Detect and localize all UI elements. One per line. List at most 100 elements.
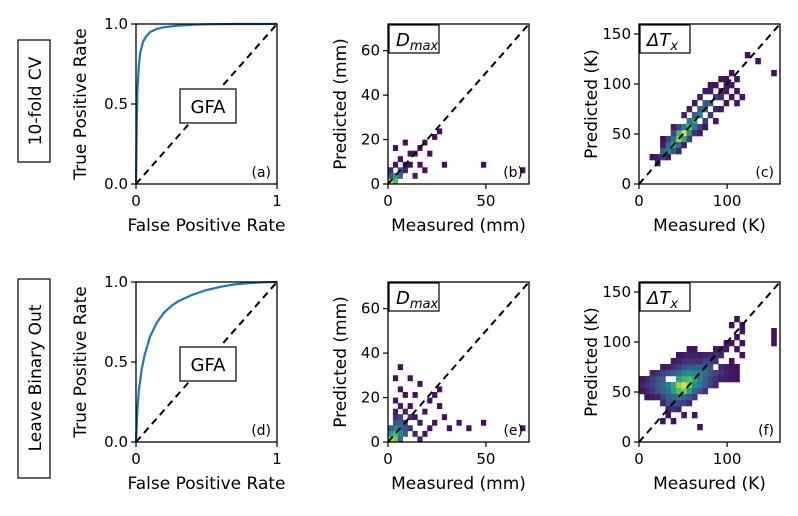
heatmap-cell bbox=[691, 352, 698, 359]
heatmap-cell bbox=[660, 364, 666, 371]
heatmap-cell bbox=[417, 436, 423, 443]
heatmap-cell bbox=[702, 124, 709, 131]
heatmap-cell bbox=[697, 376, 703, 383]
heatmap-cell bbox=[681, 358, 687, 365]
heatmap-cell bbox=[686, 376, 693, 383]
heatmap-cell bbox=[691, 412, 698, 419]
heatmap-cell bbox=[407, 425, 413, 432]
heatmap-cell bbox=[660, 376, 666, 383]
heatmap-cell bbox=[718, 76, 724, 83]
heatmap-cell bbox=[649, 376, 656, 383]
heatmap-cell bbox=[697, 358, 703, 365]
panel-c: 0 100 0 50 100 150 Measured (K) Predicted (K) (c… bbox=[582, 23, 781, 236]
heatmap-cell bbox=[702, 376, 709, 383]
heatmap-cell bbox=[718, 370, 724, 377]
row-label-text-top: 10-fold CV bbox=[26, 56, 46, 145]
axes-frame bbox=[387, 23, 530, 185]
annotation-frame bbox=[388, 24, 440, 54]
heatmap-cell bbox=[713, 346, 719, 353]
heatmap-cell bbox=[654, 388, 661, 395]
heatmap-cell bbox=[654, 394, 661, 401]
heatmap-cell bbox=[644, 382, 650, 389]
heatmap-cell bbox=[702, 352, 709, 359]
heatmap-cell bbox=[407, 375, 413, 382]
heatmap-cell bbox=[665, 370, 671, 377]
heatmap-cell bbox=[707, 376, 714, 383]
heatmap-cell bbox=[728, 358, 735, 365]
heatmap-cells bbox=[639, 316, 777, 431]
heatmap-cell bbox=[392, 408, 399, 415]
heatmap-cell bbox=[644, 388, 650, 395]
heatmap-cell bbox=[397, 430, 403, 437]
heatmap-cell bbox=[771, 70, 777, 77]
heatmap-cell bbox=[670, 364, 677, 371]
heatmap-cell bbox=[392, 397, 399, 404]
heatmap-cell bbox=[771, 328, 777, 335]
heatmap-cell bbox=[665, 382, 671, 389]
heatmap-cell bbox=[676, 394, 682, 401]
heatmap-cell bbox=[728, 94, 735, 101]
heatmap-cell bbox=[392, 172, 399, 179]
heatmap-cell bbox=[639, 376, 645, 383]
heatmap-cell bbox=[644, 394, 650, 401]
heatmap-cell bbox=[739, 94, 746, 101]
annotation-box: Dmax bbox=[388, 24, 440, 54]
y-tick-label: 20 bbox=[361, 389, 380, 407]
heatmap-cell bbox=[771, 334, 777, 341]
y-tick-label: 60 bbox=[361, 300, 380, 318]
heatmap-cell bbox=[707, 352, 714, 359]
x-tick-label: 0 bbox=[383, 192, 393, 210]
heatmap-cell bbox=[437, 128, 443, 135]
y-tick-label: 50 bbox=[612, 383, 631, 401]
heatmap-cell bbox=[713, 376, 719, 383]
heatmap-cell bbox=[520, 167, 526, 174]
heatmap-cell bbox=[422, 139, 428, 146]
heatmap-cell bbox=[676, 406, 682, 413]
heatmap-cell bbox=[734, 88, 740, 95]
heatmap-cell bbox=[392, 419, 399, 426]
y-tick-label: 0.5 bbox=[104, 353, 128, 371]
heatmap-cell bbox=[676, 124, 682, 131]
heatmap-cell bbox=[437, 403, 443, 409]
heatmap-cell bbox=[654, 370, 661, 377]
heatmap-cell bbox=[392, 430, 399, 437]
heatmap-cell bbox=[723, 364, 730, 371]
heatmap-cell bbox=[402, 167, 408, 174]
y-tick-label: 20 bbox=[361, 131, 380, 149]
panel-d: 0 1 0.0 0.5 1.0 False Positive Rate True Posit… bbox=[71, 273, 286, 494]
heatmap-cell bbox=[681, 352, 687, 359]
y-tick-label: 40 bbox=[361, 344, 380, 362]
heatmap-cell bbox=[676, 148, 682, 155]
annotation-text: GFA bbox=[191, 97, 227, 118]
heatmap-cell bbox=[446, 425, 452, 432]
y-tick-label: 150 bbox=[602, 25, 631, 43]
heatmap-cell bbox=[649, 154, 656, 161]
heatmap-cell bbox=[713, 82, 719, 89]
heatmap-cell bbox=[728, 82, 735, 89]
panel-b: 0 50 0 20 40 60 Measured (mm) Predicted (mm) (b)… bbox=[331, 23, 530, 236]
x-tick-label: 100 bbox=[713, 450, 742, 468]
heatmap-cell bbox=[412, 430, 418, 437]
x-axis-label: Measured (K) bbox=[653, 474, 766, 494]
x-tick-label: 1 bbox=[272, 192, 282, 210]
heatmap-cell bbox=[728, 376, 735, 383]
roc-curve bbox=[134, 280, 278, 443]
heatmap-cell bbox=[702, 388, 709, 395]
heatmap-cell bbox=[397, 364, 403, 371]
heatmap-cell bbox=[691, 388, 698, 395]
heatmap-cell bbox=[407, 403, 413, 409]
y-tick-label: 1.0 bbox=[104, 273, 128, 291]
heatmap-cell bbox=[728, 340, 735, 347]
row-label-top: 10-fold CV bbox=[17, 39, 51, 163]
heatmap-cell bbox=[713, 352, 719, 359]
heatmap-cell bbox=[388, 430, 394, 437]
heatmap-cell bbox=[649, 370, 656, 377]
heatmap-cell bbox=[681, 112, 687, 119]
heatmap-cell bbox=[771, 340, 777, 347]
heatmap-cell bbox=[707, 112, 714, 119]
heatmap-cell bbox=[718, 106, 724, 113]
annotation-box: ΔTx bbox=[639, 282, 691, 312]
heatmap-cell bbox=[702, 382, 709, 389]
heatmap-cell bbox=[691, 382, 698, 389]
heatmap-cell bbox=[713, 118, 719, 125]
